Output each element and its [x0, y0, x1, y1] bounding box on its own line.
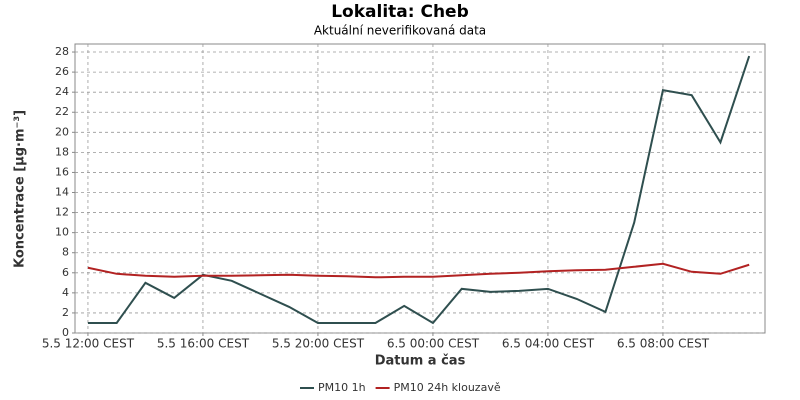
x-tick-label: 5.5 16:00 CEST — [157, 337, 250, 351]
x-tick-label: 5.5 12:00 CEST — [42, 337, 135, 351]
y-tick-label: 0 — [62, 326, 69, 339]
x-tick-label: 5.5 20:00 CEST — [272, 337, 365, 351]
x-tick-label: 6.5 04:00 CEST — [502, 337, 595, 351]
legend-label: PM10 1h — [318, 381, 366, 394]
y-tick-label: 2 — [62, 306, 69, 319]
y-tick-label: 16 — [55, 165, 69, 178]
y-tick-label: 10 — [55, 226, 69, 239]
chart-title: Lokalita: Cheb — [331, 2, 469, 22]
plot-area — [74, 43, 766, 334]
y-tick-label: 26 — [55, 65, 69, 78]
y-axis-label: Koncentrace [µg·m⁻³] — [13, 110, 28, 268]
y-tick-label: 8 — [62, 246, 69, 259]
y-tick-label: 6 — [62, 266, 69, 279]
x-tick-label: 6.5 08:00 CEST — [617, 337, 710, 351]
legend-label: PM10 24h klouzavě — [394, 381, 501, 394]
y-tick-label: 28 — [55, 45, 69, 58]
x-tick-label: 6.5 00:00 CEST — [387, 337, 480, 351]
y-tick-label: 14 — [55, 186, 69, 199]
x-axis-label: Datum a čas — [375, 354, 466, 369]
data-line — [87, 262, 750, 279]
y-tick-label: 22 — [55, 105, 69, 118]
y-tick-label: 12 — [55, 206, 69, 219]
y-tick-label: 4 — [62, 286, 69, 299]
data-line — [87, 55, 751, 325]
y-tick-label: 20 — [55, 125, 69, 138]
y-tick-label: 24 — [55, 85, 69, 98]
y-tick-label: 18 — [55, 145, 69, 158]
chart-subtitle: Aktuální neverifikovaná data — [314, 24, 486, 38]
